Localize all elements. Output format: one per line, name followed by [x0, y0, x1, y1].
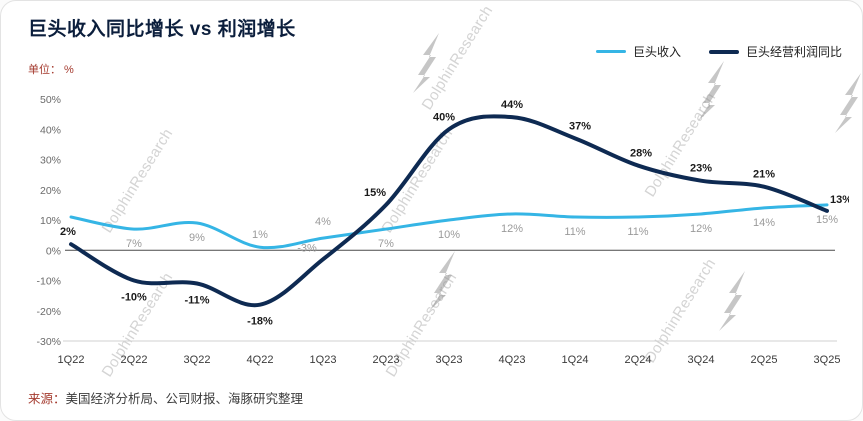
svg-text:20%: 20%: [40, 185, 61, 197]
page-title: 巨头收入同比增长 vs 利润增长: [28, 19, 296, 40]
svg-text:3Q23: 3Q23: [436, 354, 463, 366]
svg-text:-3%: -3%: [297, 242, 317, 254]
svg-text:11%: 11%: [564, 226, 585, 238]
svg-text:30%: 30%: [40, 155, 61, 167]
svg-text:14%: 14%: [753, 217, 775, 229]
svg-text:4Q22: 4Q22: [247, 354, 274, 366]
legend-label-revenue: 巨头收入: [632, 45, 681, 59]
svg-text:23%: 23%: [690, 163, 712, 175]
svg-text:21%: 21%: [753, 169, 775, 181]
source-note: 来源：美国经济分析局、公司财报、海豚研究整理: [28, 388, 303, 407]
svg-text:1Q23: 1Q23: [310, 354, 337, 366]
source-prefix: 来源：: [28, 392, 66, 406]
svg-text:40%: 40%: [40, 124, 61, 136]
svg-text:9%: 9%: [189, 232, 205, 244]
svg-text:-11%: -11%: [184, 295, 209, 307]
svg-text:-20%: -20%: [36, 306, 61, 318]
svg-text:1%: 1%: [252, 229, 268, 241]
svg-text:4%: 4%: [315, 216, 331, 228]
svg-text:2Q22: 2Q22: [121, 354, 148, 366]
svg-text:2Q23: 2Q23: [373, 354, 400, 366]
svg-text:7%: 7%: [378, 238, 394, 250]
svg-text:1Q24: 1Q24: [562, 354, 589, 366]
dolphin-logo-watermark-icon: [719, 271, 745, 331]
svg-text:-18%: -18%: [247, 316, 273, 328]
dolphin-logo-watermark-icon: [698, 61, 724, 121]
svg-text:7%: 7%: [126, 238, 142, 250]
svg-text:3Q22: 3Q22: [184, 354, 211, 366]
svg-text:2Q24: 2Q24: [625, 354, 652, 366]
svg-text:-30%: -30%: [36, 336, 61, 348]
svg-text:15%: 15%: [364, 187, 386, 199]
revenue-line-swatch: [595, 50, 626, 53]
svg-text:44%: 44%: [501, 99, 523, 111]
source-text: 美国经济分析局、公司财报、海豚研究整理: [65, 392, 304, 406]
svg-text:11%: 11%: [627, 226, 648, 238]
legend-item-revenue: 巨头收入: [595, 43, 681, 60]
svg-text:3Q24: 3Q24: [688, 354, 715, 366]
svg-text:-10%: -10%: [121, 292, 147, 304]
line-chart: 50% 40% 30% 20% 10% 0% -10% -20% -30% 1Q22 2Q22 3Q2…: [36, 94, 849, 366]
svg-text:37%: 37%: [569, 120, 591, 132]
dolphin-logo-watermark-icon: [429, 251, 455, 311]
svg-text:3Q25: 3Q25: [814, 354, 841, 366]
legend-item-profit: 巨头经营利润同比: [708, 43, 842, 60]
svg-text:12%: 12%: [501, 223, 523, 235]
svg-text:12%: 12%: [690, 223, 712, 235]
svg-text:50%: 50%: [40, 94, 61, 106]
chart-legend: 巨头收入 巨头经营利润同比: [595, 43, 842, 60]
svg-text:2Q25: 2Q25: [751, 354, 778, 366]
svg-text:1Q22: 1Q22: [58, 354, 85, 366]
svg-text:13%: 13%: [830, 194, 849, 206]
dolphin-logo-watermark-icon: [835, 73, 861, 133]
svg-text:15%: 15%: [816, 214, 838, 226]
profit-line-swatch: [708, 49, 739, 54]
svg-text:2%: 2%: [60, 226, 76, 238]
unit-label: 单位： %: [28, 64, 74, 76]
svg-text:4Q23: 4Q23: [499, 354, 526, 366]
svg-text:-10%: -10%: [36, 276, 61, 288]
svg-text:40%: 40%: [433, 111, 455, 123]
svg-text:28%: 28%: [630, 148, 652, 160]
legend-label-profit: 巨头经营利润同比: [745, 45, 842, 59]
svg-text:10%: 10%: [40, 215, 61, 227]
svg-text:0%: 0%: [46, 245, 61, 257]
svg-text:10%: 10%: [438, 229, 460, 241]
dolphin-logo-watermark-icon: [413, 33, 439, 93]
